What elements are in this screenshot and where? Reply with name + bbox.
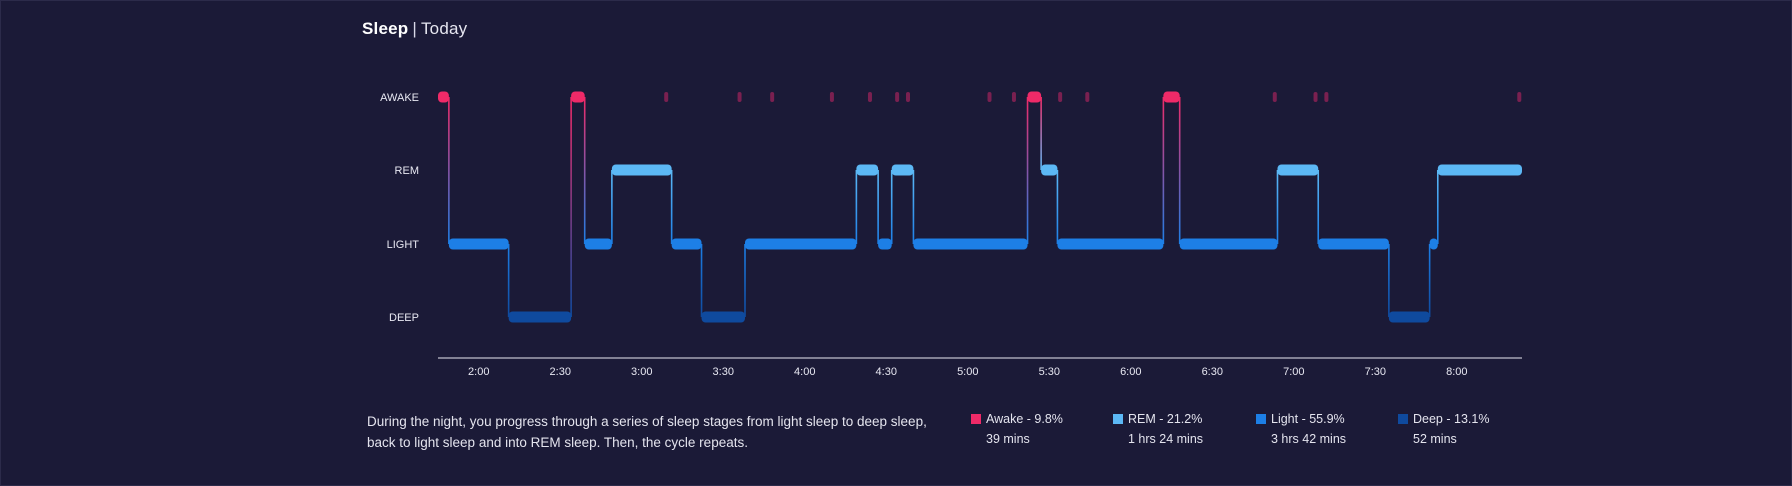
stage-bar-rem	[1041, 164, 1058, 176]
x-tick-label: 4:00	[794, 366, 815, 378]
brief-awake-marker	[1517, 92, 1522, 102]
stage-bar-deep	[701, 311, 745, 323]
brief-awake-marker	[770, 92, 775, 102]
brief-awake-marker	[1324, 92, 1329, 102]
stage-transition	[1162, 97, 1165, 244]
brief-awake-marker	[1011, 92, 1016, 102]
stage-bar-rem	[611, 164, 672, 176]
stage-bar-light	[671, 238, 702, 250]
x-tick-label: 8:00	[1446, 366, 1467, 378]
sleep-description: During the night, you progress through a…	[367, 414, 927, 450]
stage-bar-light	[584, 238, 612, 250]
light-swatch	[1256, 414, 1266, 424]
stage-bar-rem	[1437, 164, 1522, 176]
stage-transition	[570, 97, 572, 317]
stage-transition	[1178, 97, 1181, 244]
legend-item-light: Light - 55.9% 3 hrs 42 mins	[1256, 412, 1346, 446]
x-tick-label: 5:30	[1039, 366, 1060, 378]
x-tick-label: 6:30	[1202, 366, 1223, 378]
stage-transition	[855, 170, 858, 244]
stage-transition	[1056, 170, 1059, 244]
x-tick-label: 2:30	[550, 366, 571, 378]
title-separator: |	[412, 19, 417, 38]
stage-transition	[1428, 244, 1431, 317]
legend-duration-rem: 1 hrs 24 mins	[1128, 432, 1204, 446]
stage-bar-rem	[856, 164, 879, 176]
x-tick-label: 2:00	[468, 366, 489, 378]
stage-bar-light	[744, 238, 857, 250]
x-tick-label: 5:00	[957, 366, 978, 378]
awake-swatch	[971, 414, 981, 424]
stage-bar-rem	[1277, 164, 1319, 176]
title-text: Sleep	[362, 19, 409, 38]
brief-awake-marker	[987, 92, 992, 102]
legend-label-rem: REM - 21.2%	[1128, 412, 1203, 426]
stage-transition	[670, 170, 673, 244]
deep-swatch	[1398, 414, 1408, 424]
stage-transition	[1040, 97, 1042, 170]
stage-transition	[1026, 97, 1029, 244]
brief-awake-marker	[1313, 92, 1318, 102]
stage-bar-awake	[1163, 91, 1180, 103]
stage-bar-light	[878, 238, 892, 250]
legend-item-deep: Deep - 13.1% 52 mins	[1398, 412, 1489, 446]
stage-transition	[448, 97, 450, 244]
brief-awake-marker	[895, 92, 900, 102]
stage-transition	[583, 97, 586, 244]
stage-transition	[507, 244, 510, 317]
brief-awake-marker	[906, 92, 911, 102]
legend-label-light: Light - 55.9%	[1271, 412, 1345, 426]
y-label-rem: REM	[395, 165, 419, 177]
x-tick-label: 3:30	[713, 366, 734, 378]
stage-transition	[890, 170, 893, 244]
brief-awake-marker	[867, 92, 872, 102]
x-tick-label: 6:00	[1120, 366, 1141, 378]
y-label-deep: DEEP	[389, 312, 419, 324]
brief-awake-marker	[664, 92, 669, 102]
stage-bar-light	[1057, 238, 1164, 250]
legend-item-awake: Awake - 9.8% 39 mins	[971, 412, 1063, 446]
legend-label-deep: Deep - 13.1%	[1413, 412, 1490, 426]
x-tick-label: 4:30	[876, 366, 897, 378]
x-tick-label: 7:30	[1365, 366, 1386, 378]
y-label-awake: AWAKE	[380, 92, 419, 104]
period-label: Today	[420, 19, 468, 38]
stage-bar-awake	[438, 91, 449, 103]
stage-transition	[1276, 170, 1279, 244]
legend-item-rem: REM - 21.2% 1 hrs 24 mins	[1113, 412, 1203, 446]
stage-bar-light	[1318, 238, 1389, 250]
legend-duration-light: 3 hrs 42 mins	[1271, 432, 1347, 446]
brief-awake-marker	[737, 92, 742, 102]
stage-bar-light	[448, 238, 509, 250]
stage-bar-deep	[508, 311, 572, 323]
stage-bar-rem	[891, 164, 914, 176]
y-label-light: LIGHT	[387, 239, 420, 251]
stage-bar-light	[913, 238, 1028, 250]
stage-bar-light	[1179, 238, 1278, 250]
page-title: Sleep | Today	[362, 19, 467, 39]
stage-transition	[912, 170, 915, 244]
brief-awake-marker	[829, 92, 834, 102]
legend-duration-awake: 39 mins	[986, 432, 1030, 446]
stage-transition	[611, 170, 613, 244]
stage-transition	[1436, 170, 1439, 244]
stage-transition	[1388, 244, 1390, 317]
legend-duration-deep: 52 mins	[1413, 432, 1457, 446]
x-tick-label: 7:00	[1283, 366, 1304, 378]
stage-transition	[1317, 170, 1320, 244]
brief-awake-marker	[1058, 92, 1063, 102]
stage-bar-deep	[1388, 311, 1430, 323]
stage-transition	[877, 170, 879, 244]
rem-swatch	[1113, 414, 1123, 424]
stage-transition	[744, 244, 746, 317]
brief-awake-marker	[1085, 92, 1090, 102]
brief-awake-marker	[1272, 92, 1277, 102]
stage-transition	[700, 244, 703, 317]
legend-label-awake: Awake - 9.8%	[986, 412, 1063, 426]
x-tick-label: 3:00	[631, 366, 652, 378]
stage-bar-light	[1429, 238, 1438, 250]
stage-bar-awake	[571, 91, 585, 103]
stage-bar-awake	[1027, 91, 1042, 103]
